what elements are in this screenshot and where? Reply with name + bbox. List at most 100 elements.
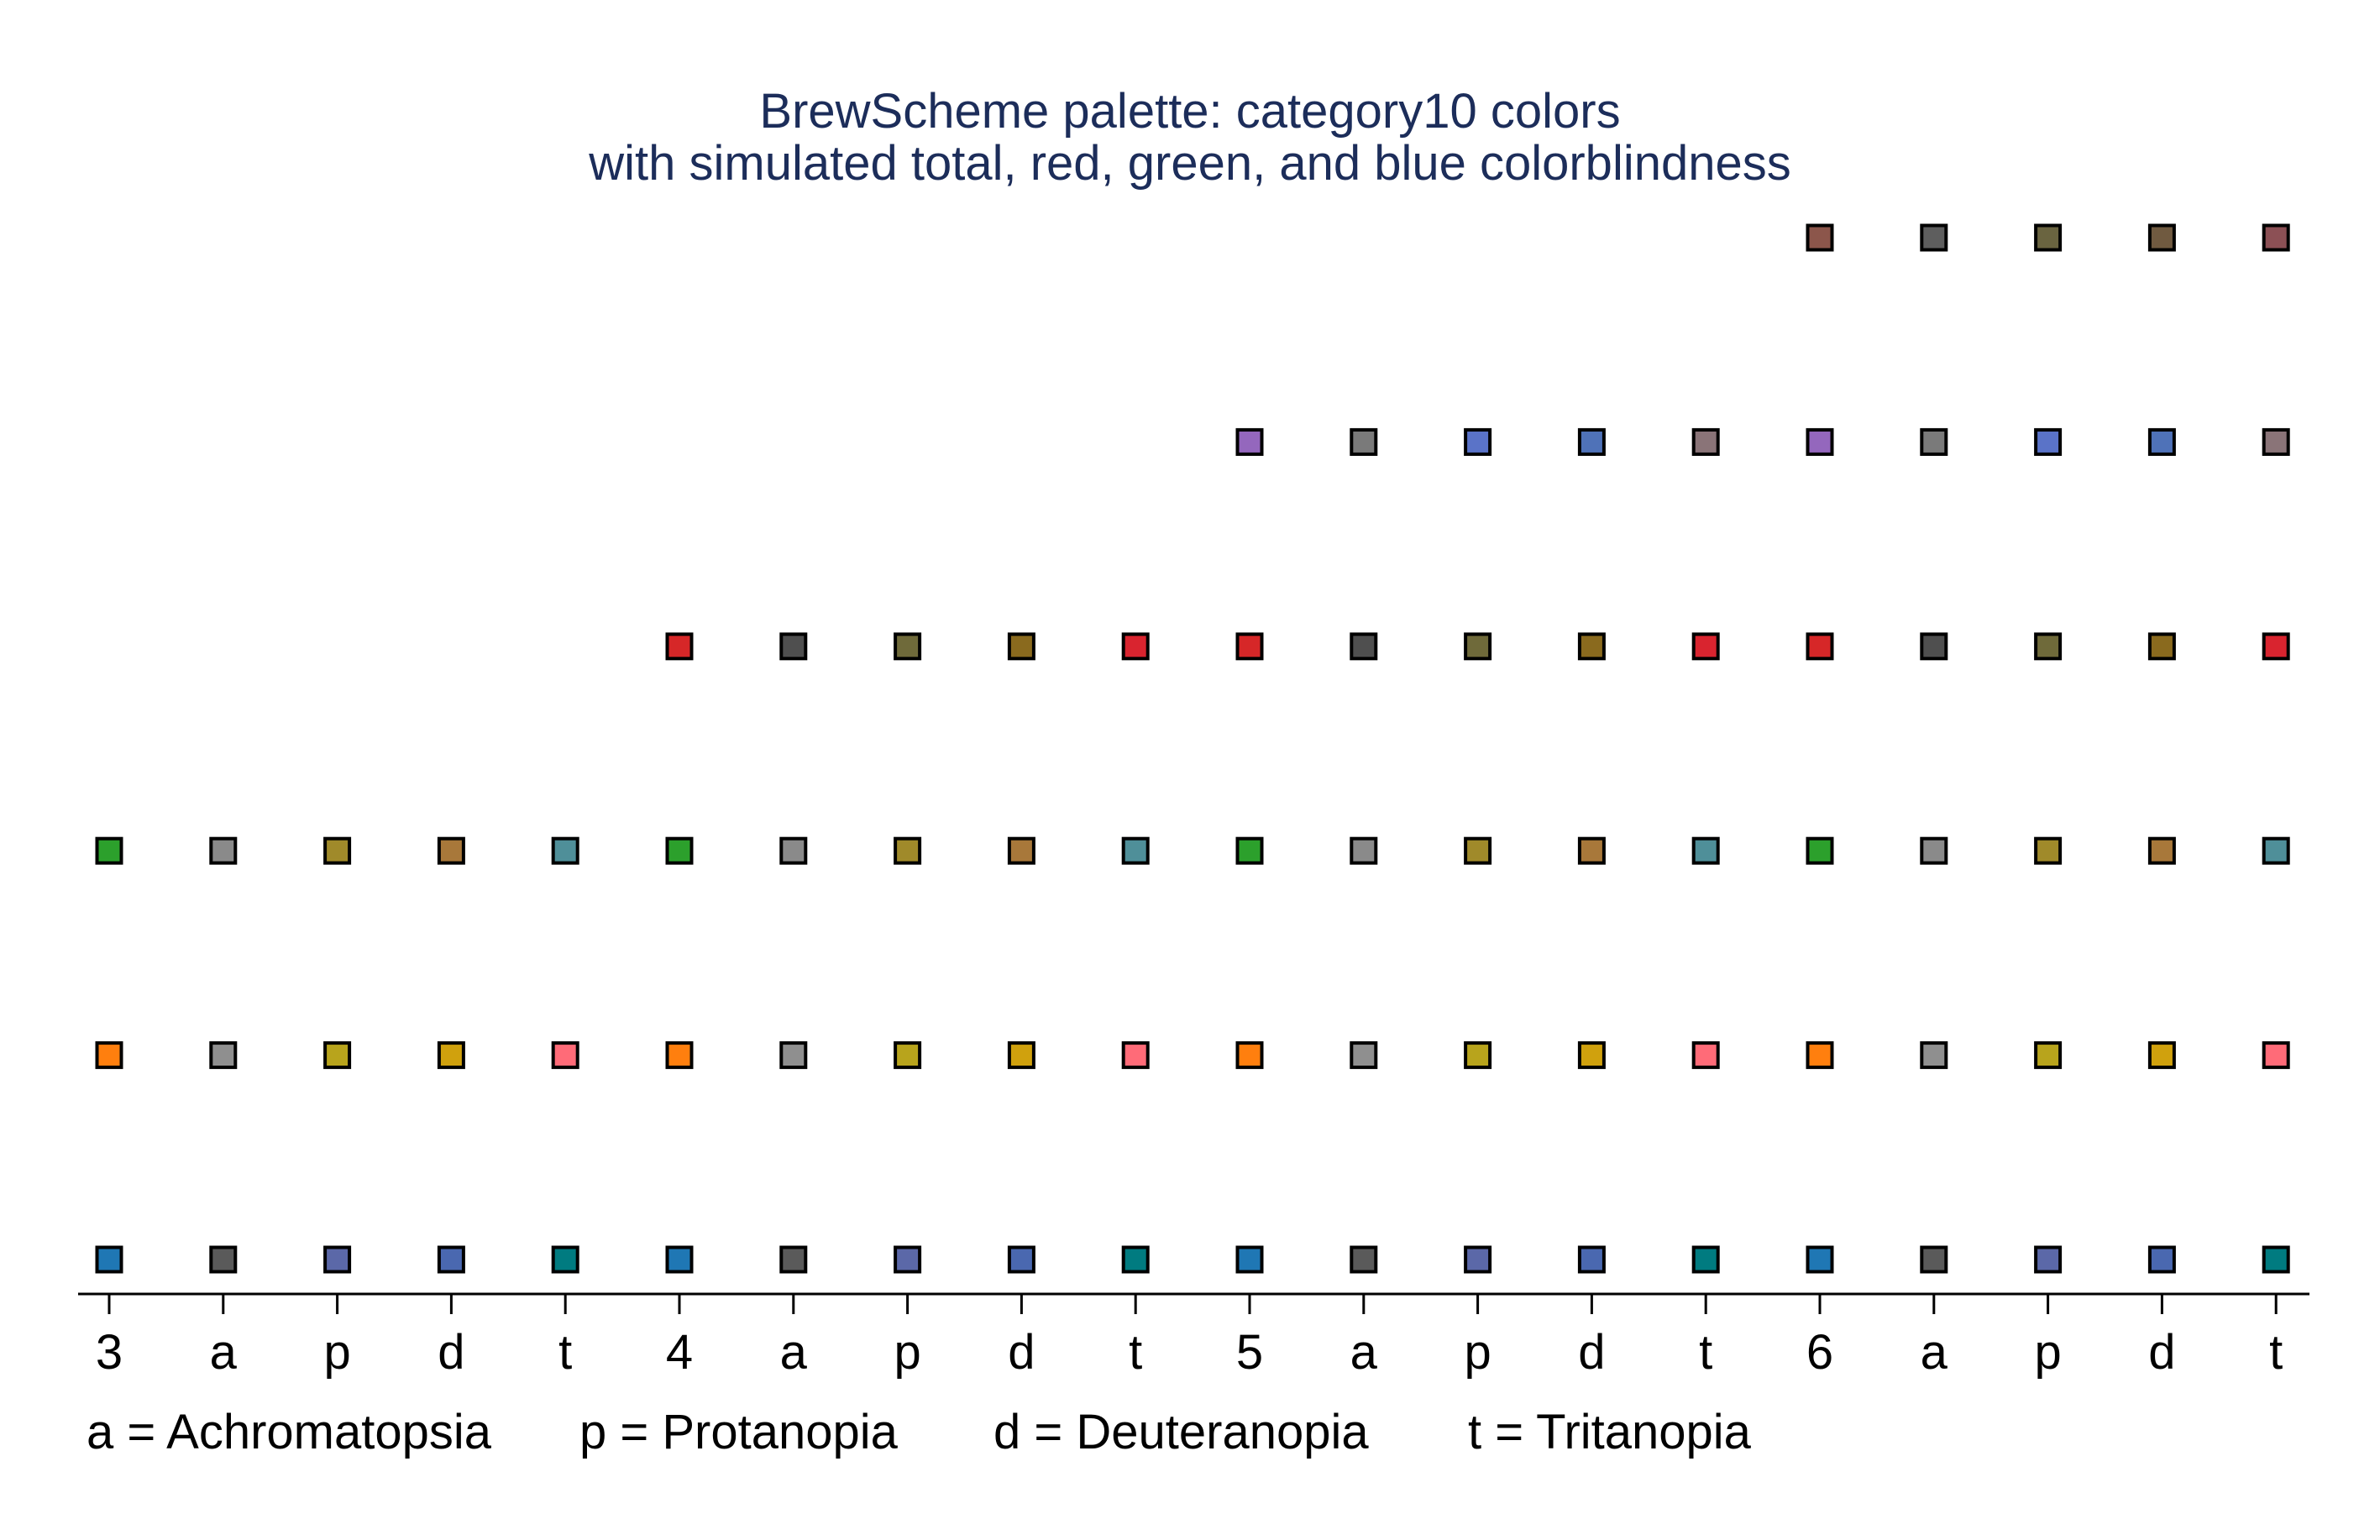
legend-note: t = Tritanopia bbox=[1468, 1405, 1752, 1459]
color-marker bbox=[1691, 836, 1720, 865]
color-marker bbox=[1121, 1041, 1150, 1070]
color-marker bbox=[1920, 836, 1948, 865]
color-marker bbox=[1806, 1245, 1834, 1274]
color-marker bbox=[894, 1041, 922, 1070]
color-marker bbox=[95, 1041, 123, 1070]
color-marker bbox=[779, 836, 808, 865]
color-marker bbox=[1121, 1245, 1150, 1274]
color-marker bbox=[1577, 1041, 1606, 1070]
legend-notes: a = Achromatopsia p = Protanopia d = Deute… bbox=[86, 1405, 1752, 1459]
chart-subtitle: with simulated total, red, green, and bl… bbox=[588, 136, 1791, 191]
color-marker bbox=[2034, 1245, 2063, 1274]
x-tick-label: p bbox=[323, 1325, 350, 1380]
color-marker bbox=[1350, 632, 1378, 661]
color-marker bbox=[1920, 1041, 1948, 1070]
color-marker bbox=[2034, 836, 2063, 865]
color-marker bbox=[894, 632, 922, 661]
color-marker bbox=[1920, 223, 1948, 252]
color-marker bbox=[2147, 632, 2176, 661]
color-marker bbox=[1920, 1245, 1948, 1274]
x-tick-label: t bbox=[1699, 1325, 1712, 1380]
x-tick-label: a bbox=[210, 1325, 238, 1380]
color-marker bbox=[2262, 1245, 2290, 1274]
color-marker bbox=[1121, 836, 1150, 865]
color-marker bbox=[1806, 427, 1834, 456]
color-marker bbox=[2147, 1245, 2176, 1274]
color-marker bbox=[2262, 223, 2290, 252]
x-tick-label: a bbox=[1350, 1325, 1378, 1380]
color-marker bbox=[1464, 632, 1492, 661]
color-marker bbox=[209, 1245, 238, 1274]
x-tick-label: t bbox=[558, 1325, 572, 1380]
x-axis-ticks: 3 a p d t 4 a p d t 5 a p d t 6 a p d t bbox=[96, 1294, 2283, 1380]
color-marker bbox=[1007, 836, 1035, 865]
color-marker bbox=[665, 632, 694, 661]
color-marker bbox=[1235, 1245, 1264, 1274]
color-marker bbox=[2147, 427, 2176, 456]
color-marker bbox=[665, 1245, 694, 1274]
color-marker bbox=[894, 836, 922, 865]
color-marker bbox=[323, 836, 352, 865]
color-marker bbox=[1121, 632, 1150, 661]
color-marker bbox=[1691, 1041, 1720, 1070]
x-tick-label: p bbox=[894, 1325, 920, 1380]
color-marker bbox=[2147, 1041, 2176, 1070]
color-marker bbox=[323, 1041, 352, 1070]
legend-note: d = Deuteranopia bbox=[993, 1405, 1369, 1459]
color-marker bbox=[1007, 1041, 1035, 1070]
color-marker bbox=[551, 836, 579, 865]
color-marker bbox=[1577, 836, 1606, 865]
color-marker bbox=[1350, 1041, 1378, 1070]
color-marker bbox=[2147, 836, 2176, 865]
x-tick-label: t bbox=[2269, 1325, 2283, 1380]
color-marker bbox=[1464, 427, 1492, 456]
color-marker bbox=[894, 1245, 922, 1274]
color-marker bbox=[2262, 427, 2290, 456]
color-marker bbox=[551, 1041, 579, 1070]
color-marker bbox=[2262, 1041, 2290, 1070]
color-marker bbox=[1464, 1245, 1492, 1274]
color-marker bbox=[2034, 223, 2063, 252]
color-marker bbox=[2262, 836, 2290, 865]
color-marker bbox=[437, 836, 465, 865]
color-marker bbox=[1577, 632, 1606, 661]
color-marker bbox=[2262, 632, 2290, 661]
color-marker bbox=[1235, 1041, 1264, 1070]
color-marker bbox=[437, 1245, 465, 1274]
color-marker bbox=[2034, 427, 2063, 456]
color-marker bbox=[1235, 427, 1264, 456]
color-marker bbox=[779, 632, 808, 661]
x-tick-label: a bbox=[1921, 1325, 1948, 1380]
color-marker bbox=[779, 1245, 808, 1274]
color-marker bbox=[1691, 427, 1720, 456]
color-marker bbox=[1350, 836, 1378, 865]
color-marker bbox=[1577, 1245, 1606, 1274]
color-marker bbox=[1577, 427, 1606, 456]
color-marker bbox=[209, 836, 238, 865]
color-marker bbox=[1464, 836, 1492, 865]
color-marker bbox=[209, 1041, 238, 1070]
x-tick-label: 6 bbox=[1806, 1325, 1833, 1380]
color-marker bbox=[1691, 632, 1720, 661]
chart-title: BrewScheme palette: category10 colors bbox=[759, 84, 1620, 139]
color-marker bbox=[1691, 1245, 1720, 1274]
x-tick-label: d bbox=[438, 1325, 464, 1380]
x-tick-label: 4 bbox=[666, 1325, 693, 1380]
color-marker bbox=[323, 1245, 352, 1274]
legend-note: a = Achromatopsia bbox=[86, 1405, 492, 1459]
legend-note: p = Protanopia bbox=[579, 1405, 899, 1459]
color-marker bbox=[1350, 427, 1378, 456]
color-marker bbox=[95, 836, 123, 865]
color-marker bbox=[1007, 632, 1035, 661]
x-tick-label: 5 bbox=[1236, 1325, 1263, 1380]
color-marker bbox=[2034, 632, 2063, 661]
marker-layer bbox=[95, 223, 2290, 1274]
x-tick-label: t bbox=[1129, 1325, 1142, 1380]
color-marker bbox=[551, 1245, 579, 1274]
color-marker bbox=[1806, 1041, 1834, 1070]
x-tick-label: a bbox=[780, 1325, 808, 1380]
x-tick-label: d bbox=[1578, 1325, 1605, 1380]
color-marker bbox=[1464, 1041, 1492, 1070]
color-marker bbox=[95, 1245, 123, 1274]
